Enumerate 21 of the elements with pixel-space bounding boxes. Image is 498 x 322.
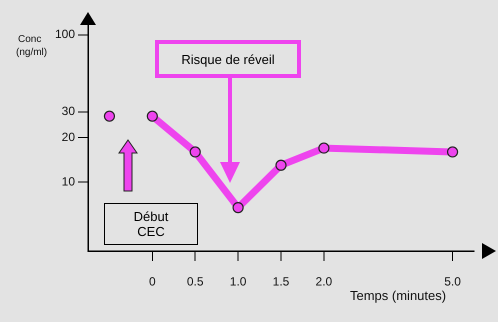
point bbox=[232, 202, 244, 214]
x-tick-label: 1.0 bbox=[230, 274, 247, 289]
x-tick-label: 1.5 bbox=[272, 274, 290, 289]
y-tick-label: 30 bbox=[62, 104, 76, 118]
x-tick-label: 0.5 bbox=[186, 274, 204, 289]
x-tick-label: 5.0 bbox=[444, 274, 462, 289]
point bbox=[275, 160, 287, 171]
x-tick-label: 0 bbox=[148, 274, 156, 289]
annotation: Début CEC bbox=[104, 203, 198, 245]
y-axis-title: Conc (ng/ml) bbox=[16, 34, 48, 58]
x-axis-title: Temps (minutes) bbox=[350, 288, 446, 303]
x-tick-label: 2.0 bbox=[316, 274, 333, 289]
point bbox=[446, 146, 458, 158]
point bbox=[104, 110, 116, 122]
annotation: Risque de réveil bbox=[155, 40, 301, 78]
point bbox=[190, 146, 201, 158]
y-tick-label: 20 bbox=[62, 130, 76, 144]
point bbox=[146, 110, 158, 122]
y-tick-label: 100 bbox=[54, 27, 76, 42]
point bbox=[318, 142, 330, 154]
y-tick-label: 10 bbox=[62, 174, 76, 188]
